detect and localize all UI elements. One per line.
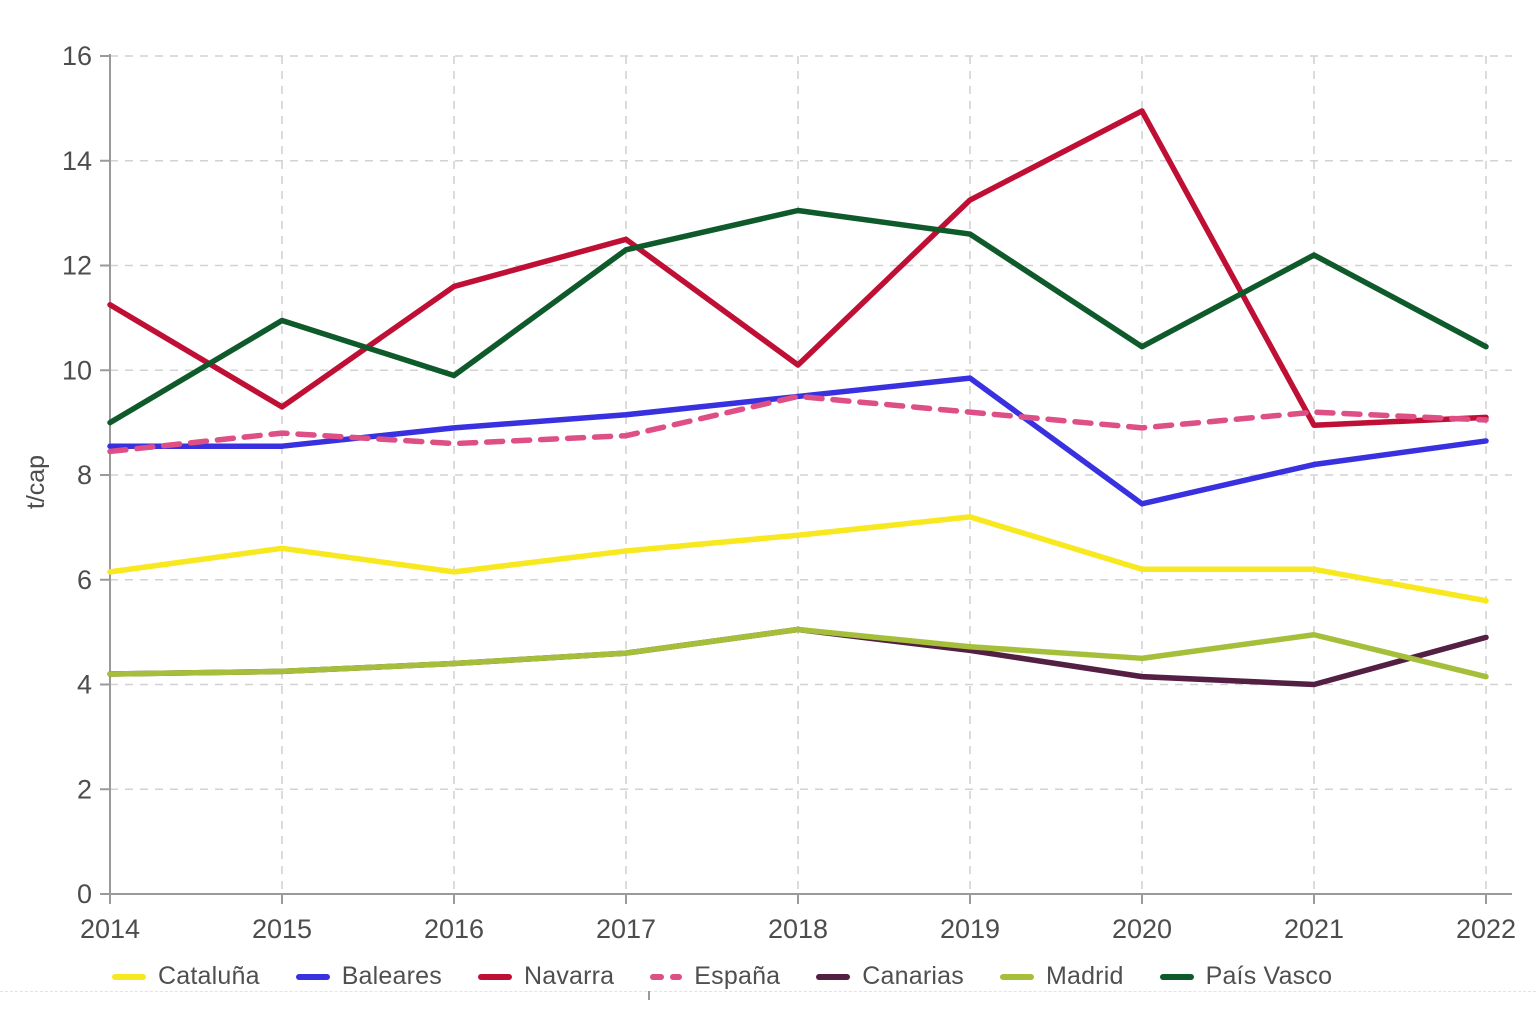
legend-item-navarra: Navarra	[477, 962, 615, 991]
series-line-navarra	[107, 108, 1489, 428]
legend-swatch-espana	[650, 973, 683, 980]
legend-item-madrid: Madrid	[999, 962, 1124, 991]
y-tick-label: 4	[77, 670, 92, 700]
y-tick-label: 0	[77, 879, 92, 909]
legend-label: Baleares	[341, 962, 442, 990]
y-tick-label: 6	[77, 565, 92, 595]
legend-label: Navarra	[523, 962, 615, 990]
legend-swatch-madrid	[999, 973, 1034, 980]
legend-label: País Vasco	[1205, 962, 1333, 990]
x-tick-label: 2018	[768, 914, 828, 944]
x-tick-label: 2015	[252, 914, 312, 944]
x-tick-label: 2021	[1284, 914, 1344, 944]
series-line-pais-vasco	[107, 207, 1489, 426]
y-tick-label: 10	[62, 355, 92, 385]
x-tick-label: 2014	[80, 914, 140, 944]
series-line-cataluna	[107, 514, 1489, 604]
series-line-espana	[107, 393, 1489, 455]
legend-label: España	[694, 962, 781, 990]
legend-swatch-baleares	[295, 973, 330, 980]
y-tick-label: 14	[62, 146, 92, 176]
series-line-madrid	[107, 626, 1489, 680]
legend-swatch-bar	[1159, 973, 1194, 980]
x-tick-label: 2016	[424, 914, 484, 944]
y-tick-label: 16	[62, 41, 92, 71]
legend-swatch-cataluna	[112, 973, 146, 980]
legend-item-baleares: Baleares	[295, 962, 442, 991]
legend-swatch-bar	[999, 973, 1034, 980]
divider-center-tick	[648, 991, 650, 1000]
legend-swatch-canarias	[816, 973, 851, 980]
legend-swatch-navarra	[477, 973, 512, 980]
legend-swatch-bar	[650, 973, 665, 980]
x-tick-label: 2019	[940, 914, 1000, 944]
y-tick-label: 8	[77, 460, 92, 490]
legend-label: Madrid	[1045, 962, 1124, 990]
legend-swatch-bar	[295, 973, 330, 980]
legend-swatch-bar	[112, 973, 146, 980]
x-tick-label: 2020	[1112, 914, 1172, 944]
y-tick-label: 12	[62, 251, 92, 281]
legend: Cataluña Baleares Navarra España Canarias Mad…	[112, 962, 1332, 991]
legend-item-pais-vasco: País Vasco	[1159, 962, 1333, 991]
page-divider	[0, 991, 1536, 1000]
legend-swatch-bar	[670, 973, 683, 980]
legend-label: Canarias	[862, 962, 964, 990]
x-tick-label: 2022	[1456, 914, 1516, 944]
series-line-baleares	[107, 375, 1489, 507]
legend-label: Cataluña	[158, 962, 260, 990]
legend-swatch-bar	[816, 973, 851, 980]
x-tick-label: 2017	[596, 914, 656, 944]
legend-swatch-pais-vasco	[1159, 973, 1194, 980]
emissions-line-chart: 0 2 4 6 8 10 12 14 16 2014 2015 2016 2017 2018 2019 202…	[22, 41, 1516, 944]
y-tick-label: 2	[77, 774, 92, 804]
legend-item-espana: España	[650, 962, 780, 991]
y-axis-label: t/cap	[22, 455, 50, 509]
plot-area: 0 2 4 6 8 10 12 14 16 2014 2015 2016 2017 2018 2019 202…	[22, 41, 1516, 944]
legend-item-canarias: Canarias	[816, 962, 964, 991]
legend-swatch-bar	[477, 973, 512, 980]
legend-item-cataluna: Cataluña	[112, 962, 260, 991]
